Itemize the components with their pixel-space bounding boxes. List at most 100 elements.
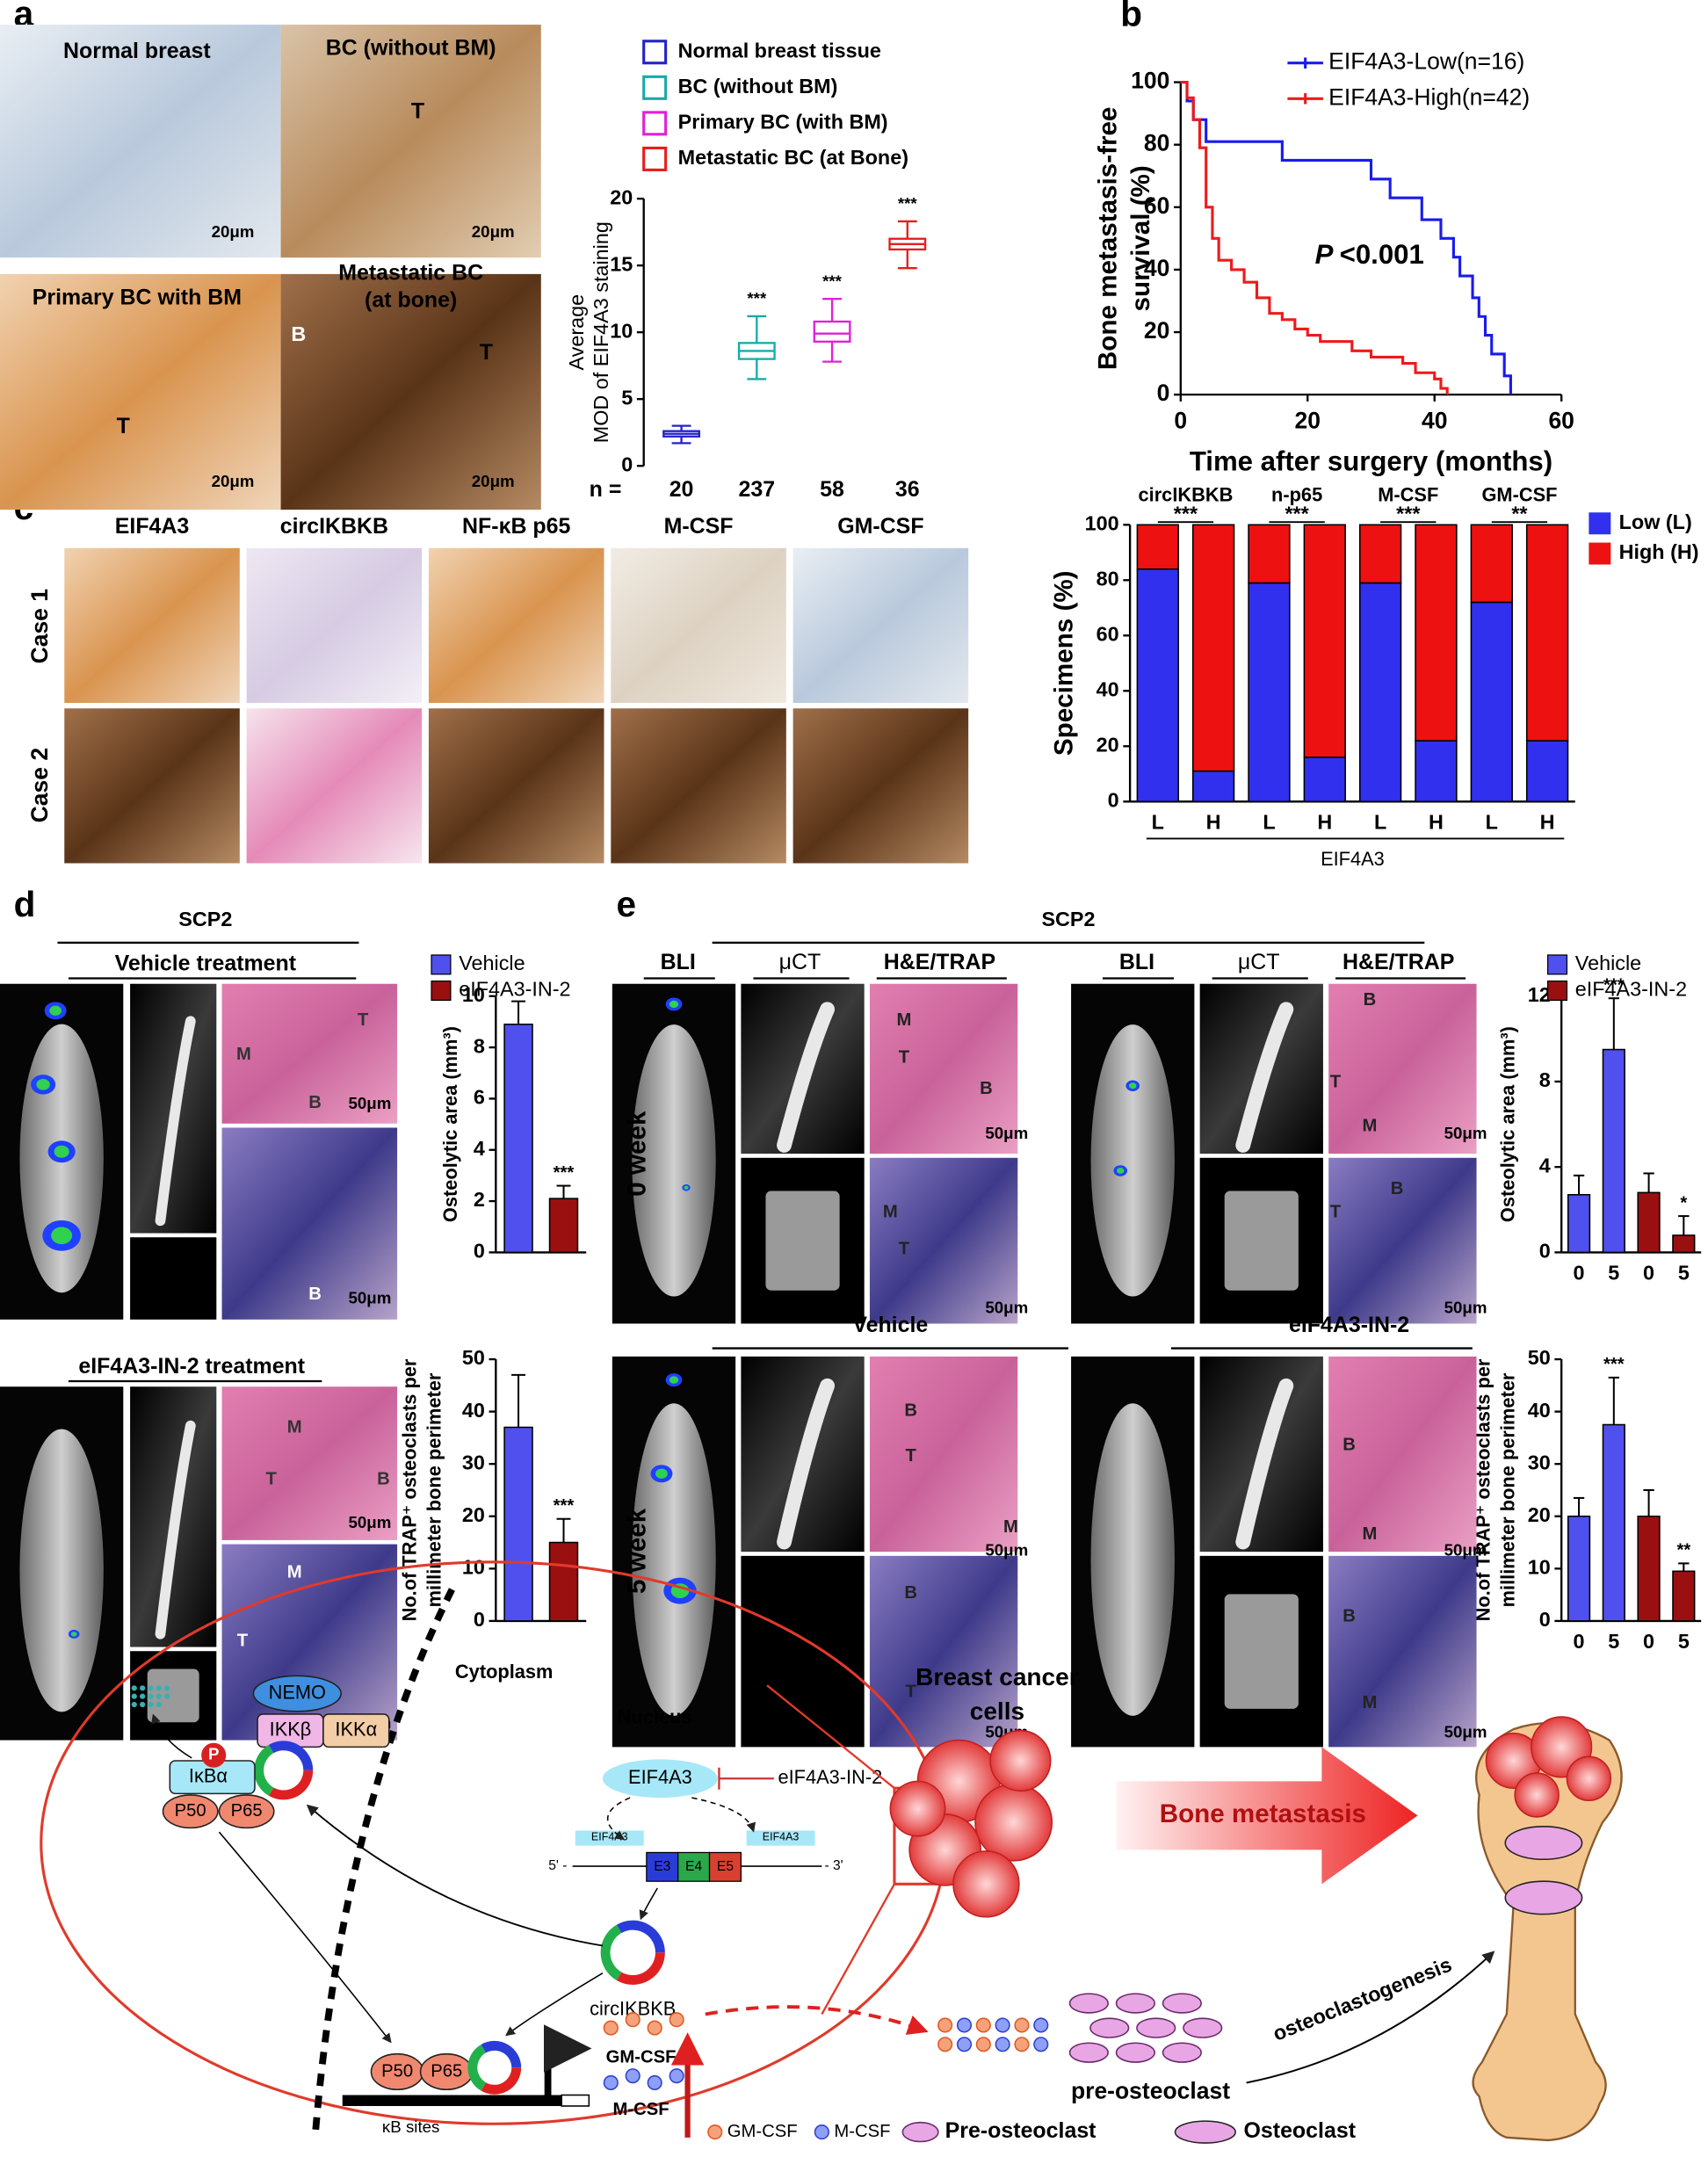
x-label: EIF4A3: [1321, 848, 1385, 870]
box: [813, 320, 851, 343]
arrow: [1246, 1951, 1495, 2084]
legend-label: Primary BC (with BM): [678, 111, 888, 134]
bar-segment: [1525, 524, 1569, 742]
x-tick-label: H: [1429, 810, 1444, 833]
protein: [602, 1759, 718, 1799]
legend-swatch: [1546, 980, 1568, 1002]
bar-segment: [1303, 756, 1346, 803]
micrograph: [428, 547, 604, 704]
cancer-cell: [974, 1783, 1053, 1862]
y-label: Osteolytic area (mm³): [1497, 1026, 1519, 1222]
label: T: [906, 1682, 917, 1701]
bli-signal: [54, 1145, 69, 1158]
x-tick-label: 0: [1574, 1630, 1585, 1653]
label: Normal breast: [63, 39, 211, 63]
phosphate: [201, 1742, 227, 1768]
cancer-cell: [989, 1729, 1052, 1792]
micrograph: [611, 547, 786, 704]
y-tick-label: 20: [1528, 1503, 1551, 1526]
label: 50μm: [348, 1094, 391, 1112]
y-tick-label: 20: [1144, 317, 1169, 344]
y-label: Osteolytic area (mm³): [439, 1026, 461, 1222]
micrograph: [64, 547, 240, 704]
bone-scan: [777, 1378, 836, 1550]
label: cells: [970, 1697, 1024, 1725]
label: IKKα: [335, 1718, 377, 1740]
tumor: [1566, 1755, 1612, 1801]
bar: [1672, 1234, 1696, 1254]
legend-label: GM-CSF: [727, 2122, 798, 2141]
degradation-dot: [140, 1701, 146, 1708]
degradation-dot: [140, 1693, 146, 1699]
label: M-CSF: [613, 2100, 669, 2119]
row-header: eIF4A3-IN-2 treatment: [78, 1354, 305, 1379]
legend-label: Low (L): [1619, 510, 1692, 533]
mouse: [19, 1429, 104, 1712]
annotation: <0.001: [1340, 239, 1424, 270]
label: B: [904, 1401, 917, 1421]
y-tick-label: 50: [1528, 1346, 1551, 1369]
metastasis-arrow: [1116, 1747, 1418, 1885]
y-tick-label: 0: [621, 452, 633, 475]
y-tick-label: 30: [462, 1451, 485, 1473]
circ-rna: [268, 1741, 314, 1771]
m-csf: [625, 2068, 640, 2084]
gm-csf: [647, 2020, 662, 2036]
label: M: [883, 1203, 898, 1222]
bar: [1602, 1048, 1625, 1254]
column-header: BLI: [661, 950, 696, 974]
y-tick-label: 5: [621, 386, 633, 409]
label: M: [236, 1045, 251, 1064]
circ-rna: [600, 1924, 622, 1981]
significance: ***: [1603, 976, 1625, 995]
legend-swatch: [642, 75, 668, 100]
significance: ***: [1285, 503, 1309, 525]
bar: [503, 1426, 533, 1622]
bli-signal: [1116, 1167, 1125, 1174]
label: T: [899, 1240, 910, 1259]
significance: ***: [1396, 503, 1421, 525]
micrograph: [869, 1157, 1018, 1324]
label: Breast cancer: [916, 1663, 1079, 1690]
bar-segment: [1303, 524, 1346, 758]
label: - 3': [824, 1858, 843, 1873]
circ-rna: [467, 2044, 487, 2091]
bli-signal: [49, 1005, 62, 1016]
label: B: [308, 1285, 322, 1304]
y-tick-label: 10: [610, 319, 633, 342]
annotation: P: [1315, 239, 1334, 270]
label: T: [906, 1446, 917, 1466]
label: Cytoplasm: [455, 1661, 553, 1683]
label: B: [904, 1583, 917, 1603]
label: 50μm: [348, 1288, 391, 1307]
y-tick-label: 80: [1096, 567, 1119, 590]
bar: [1602, 1423, 1625, 1622]
bli-signal: [684, 1185, 689, 1190]
label: Metastatic BC: [338, 260, 483, 285]
y-label: No.of TRAP⁺ osteoclasts per: [398, 1358, 420, 1621]
legend-swatch: [1589, 542, 1611, 565]
header: SCP2: [178, 908, 232, 930]
label: 50μm: [348, 1513, 391, 1531]
bar-segment: [1470, 524, 1513, 604]
label: Primary BC with BM: [33, 286, 242, 310]
label: 50μm: [1444, 1298, 1487, 1316]
row-header: Vehicle treatment: [115, 951, 296, 975]
legend-swatch: [1174, 2120, 1236, 2144]
significance: **: [1676, 1541, 1690, 1560]
significance: ***: [554, 1163, 575, 1183]
x-tick-label: 5: [1678, 1262, 1690, 1285]
micrograph: [1328, 1555, 1477, 1748]
degradation-dot: [148, 1685, 154, 1691]
legend-swatch: [642, 111, 668, 136]
micrograph: [64, 708, 240, 864]
circ-rna: [616, 1920, 665, 1953]
bar-segment: [1470, 601, 1513, 803]
label: T: [1330, 1072, 1342, 1091]
y-tick-label: 40: [1144, 255, 1169, 281]
label: M: [1363, 1693, 1378, 1712]
y-tick-label: 12: [1528, 983, 1551, 1006]
legend-swatch: [707, 2124, 723, 2140]
x-tick-label: 40: [1422, 407, 1447, 433]
